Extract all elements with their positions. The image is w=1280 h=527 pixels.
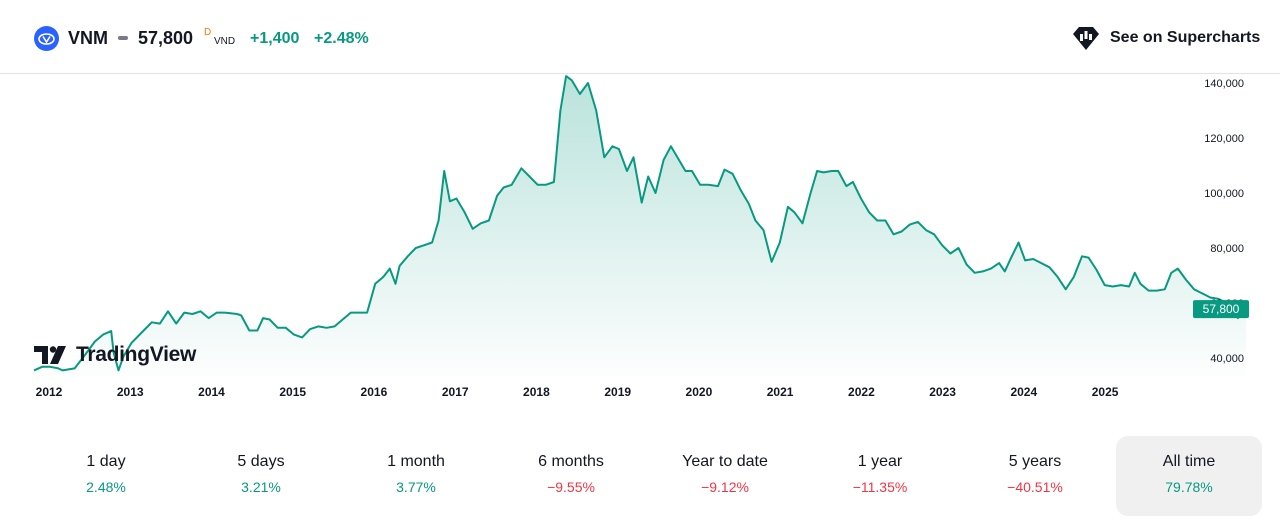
tradingview-diamond-icon [1073, 27, 1099, 50]
last-price-tag: 57,800 [1193, 300, 1249, 319]
period-value: 3.21% [241, 479, 281, 495]
period-5-days[interactable]: 5 days 3.21% [175, 436, 347, 516]
x-tick-label: 2013 [117, 385, 144, 399]
price-change: +1,400 [250, 30, 300, 47]
x-tick-label: 2012 [36, 385, 63, 399]
x-tick-label: 2021 [767, 385, 794, 399]
see-on-supercharts-link[interactable]: See on Supercharts [1072, 24, 1260, 52]
supercharts-label: See on Supercharts [1110, 29, 1261, 46]
x-tick-label: 2019 [604, 385, 631, 399]
vnm-logo-icon [34, 26, 59, 51]
y-tick-label: 80,000 [1210, 243, 1244, 255]
period-label: 1 year [857, 453, 903, 470]
last-price-label: 57,800 [1203, 302, 1240, 316]
currency-label: VND [214, 36, 236, 47]
period-value: 79.78% [1165, 479, 1213, 495]
period-label: 5 years [1008, 453, 1062, 470]
period-label: 1 day [86, 453, 126, 470]
x-tick-label: 2023 [929, 385, 956, 399]
period-label: 1 month [387, 453, 445, 470]
period-1-month[interactable]: 1 month 3.77% [330, 436, 502, 516]
period-value: −11.35% [852, 479, 908, 495]
x-tick-label: 2015 [279, 385, 306, 399]
x-tick-label: 2020 [686, 385, 713, 399]
period-year-to-date[interactable]: Year to date −9.12% [639, 436, 811, 516]
period-value: 2.48% [86, 479, 126, 495]
price-chart[interactable]: 40,00060,00080,000100,000120,000140,000 … [0, 74, 1280, 404]
period-value: 3.77% [396, 479, 436, 495]
period-1-day[interactable]: 1 day 2.48% [20, 436, 192, 516]
performance-periods: 1 day 2.48% 5 days 3.21% 1 month 3.77% 6… [20, 436, 1265, 516]
y-tick-label: 140,000 [1204, 78, 1244, 90]
period-6-months[interactable]: 6 months −9.55% [485, 436, 657, 516]
y-tick-label: 40,000 [1210, 353, 1244, 365]
period-label: Year to date [682, 453, 768, 470]
price-flag: D [204, 27, 212, 38]
area-fill [34, 76, 1247, 376]
tradingview-watermark: TradingView [34, 343, 196, 367]
x-tick-label: 2017 [442, 385, 469, 399]
period-label: 6 months [538, 453, 604, 470]
period-value: −40.51% [1007, 479, 1063, 495]
x-tick-label: 2018 [523, 385, 550, 399]
y-tick-label: 120,000 [1204, 133, 1244, 145]
period-5-years[interactable]: 5 years −40.51% [949, 436, 1121, 516]
period-all-time[interactable]: All time 79.78% [1116, 436, 1262, 516]
x-tick-label: 2014 [198, 385, 225, 399]
series-line [33, 75, 1247, 372]
tradingview-wordmark: TradingView [76, 343, 197, 366]
period-value: −9.12% [701, 479, 749, 495]
period-value: −9.55% [547, 479, 595, 495]
symbol-name[interactable]: VNM [68, 28, 108, 48]
period-label: 5 days [237, 453, 285, 470]
last-price: 57,800 [138, 28, 194, 48]
period-label: All time [1162, 453, 1216, 470]
tradingview-logo-icon [34, 346, 66, 364]
x-tick-label: 2024 [1010, 385, 1037, 399]
x-tick-label: 2022 [848, 385, 875, 399]
y-tick-label: 100,000 [1204, 188, 1244, 200]
symbol-header: VNM 57,800 D VND +1,400 +2.48% See on Su… [0, 0, 1280, 74]
period-1-year[interactable]: 1 year −11.35% [794, 436, 966, 516]
separator-dash [118, 36, 128, 40]
price-change-percent: +2.48% [314, 30, 369, 47]
x-tick-label: 2025 [1092, 385, 1119, 399]
x-tick-label: 2016 [361, 385, 388, 399]
